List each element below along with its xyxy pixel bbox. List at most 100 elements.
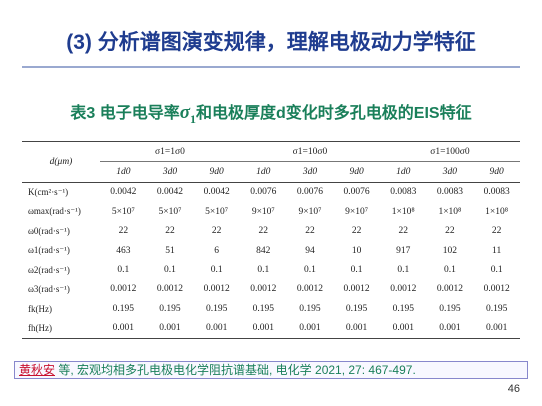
table-cell: 22: [491, 226, 502, 237]
page-number: 46: [507, 383, 520, 395]
caption-subscript: 1: [190, 111, 197, 126]
table-cell: 0.0042: [110, 187, 137, 198]
table-cell: 0.0083: [390, 187, 417, 198]
column-header: 9d0: [193, 161, 240, 183]
row-label: ω0(rad·s⁻¹): [28, 225, 70, 236]
table-cell: 0.0042: [156, 187, 184, 198]
table-cell: 1×10⁸: [438, 206, 462, 217]
table-cell: 0.001: [146, 318, 194, 339]
table-cell: 0.1: [490, 265, 503, 276]
table-cell: 0.1: [350, 265, 363, 276]
table-cell: 22: [351, 226, 362, 237]
table-cell: 917: [396, 245, 411, 256]
column-header: 3d0: [426, 161, 474, 183]
column-header: 9d0: [333, 161, 380, 183]
table-cell: 5×10⁷: [158, 206, 182, 217]
column-header: 3d0: [286, 161, 334, 183]
table-row: ωmax(rad·s⁻¹) 5×10⁷ 5×10⁷ 5×10⁷ 9×10⁷ 9×10⁷ 9×…: [22, 202, 520, 221]
table-cell: 0.001: [379, 318, 427, 339]
caption-suffix: 和电极厚度d变化时多孔电极的EIS特征: [196, 105, 472, 122]
table-cell: 0.0012: [436, 284, 463, 295]
table-cell: 22: [445, 226, 455, 237]
table-cell: 6: [214, 245, 220, 256]
caption-sigma: σ1: [179, 102, 197, 126]
table-cell: 0.001: [473, 318, 520, 339]
citation-authors[interactable]: 黄秋安: [19, 363, 56, 377]
row-label: ωmax(rad·s⁻¹): [28, 206, 81, 217]
table-cell: 0.195: [159, 303, 181, 314]
row-label: K(cm²·s⁻¹): [28, 186, 69, 197]
table-cell: 0.0076: [250, 187, 277, 198]
table-cell: 0.195: [392, 303, 414, 314]
column-header: 1d0: [100, 161, 147, 183]
table-cell: 22: [211, 226, 222, 237]
table-cell: 22: [258, 226, 269, 237]
table-cell: 1×10⁸: [485, 206, 509, 217]
table-cell: 0.0083: [436, 187, 463, 198]
table-cell: 0.0012: [110, 284, 137, 295]
table-cell: 22: [118, 226, 129, 237]
table-cell: 0.195: [252, 303, 274, 314]
table-cell: 0.0076: [343, 187, 370, 198]
table-cell: 0.1: [304, 265, 316, 276]
table-cell: 0.195: [485, 303, 508, 314]
eis-table-body: d(μm) σ1=1σ0 σ1=10σ0 σ1=100σ0 1d0 3d0 9d…: [22, 140, 520, 339]
row-label: ω2(rad·s⁻¹): [28, 264, 70, 275]
table-cell: 0.195: [345, 303, 368, 314]
table-cell: 10: [351, 245, 362, 256]
table-cell: 0.001: [286, 318, 334, 339]
table-cell: 0.1: [443, 265, 456, 276]
table-cell: 0.1: [210, 265, 223, 276]
column-header: 9d0: [473, 161, 520, 183]
group-header-3: σ1=100σ0: [379, 140, 520, 163]
table-row: ω1(rad·s⁻¹) 463 51 6 842 94 10 917 102 11: [22, 241, 520, 260]
table-cell: 5×10⁷: [205, 206, 229, 217]
table-row: ω2(rad·s⁻¹) 0.1 0.1 0.1 0.1 0.1 0.1 0.1 0.1 0.1: [22, 260, 520, 279]
table-cell: 0.195: [439, 303, 461, 314]
row-label: fh(Hz): [22, 318, 100, 339]
group-header-2: σ1=10σ0: [239, 140, 380, 163]
table-cell: 0.0012: [343, 284, 370, 295]
table-cell: 463: [116, 245, 131, 256]
table-cell: 0.1: [164, 265, 176, 276]
eis-table: d(μm) σ1=1σ0 σ1=10σ0 σ1=100σ0 1d0 3d0 9d…: [22, 140, 520, 339]
table-cell: 0.0012: [390, 284, 417, 295]
table-cell: 0.195: [112, 303, 135, 314]
row-label: fk(Hz): [28, 303, 52, 314]
table-row: fh(Hz) 0.001 0.001 0.001 0.001 0.001 0.001 0.00…: [22, 318, 520, 339]
table-caption: 表3 电子电导率σ1和电极厚度d变化时多孔电极的EIS特征: [0, 99, 542, 127]
table-row: ω3(rad·s⁻¹) 0.0012 0.0012 0.0012 0.0012 0.001…: [22, 280, 520, 299]
column-header: 1d0: [379, 161, 427, 183]
citation-reference[interactable]: 等, 宏观均相多孔电极电化学阻抗谱基础, 电化学 2021, 27: 467-4…: [55, 363, 416, 377]
table-row: fk(Hz) 0.195 0.195 0.195 0.195 0.195 0.195 0.19…: [22, 299, 520, 318]
caption-symbol: σ: [179, 102, 191, 123]
column-header-row: 1d0 3d0 9d0 1d0 3d0 9d0 1d0 3d0 9d0: [22, 161, 520, 183]
table-cell: 9×10⁷: [298, 206, 322, 217]
caption-prefix: 表3 电子电导率: [70, 105, 180, 122]
table-cell: 22: [305, 226, 315, 237]
table-cell: 9×10⁷: [345, 206, 369, 217]
table-cell: 0.0012: [296, 284, 324, 295]
table-cell: 0.001: [193, 318, 240, 339]
table-cell: 94: [305, 245, 315, 256]
column-header: 3d0: [146, 161, 194, 183]
citation-banner: 黄秋安 等, 宏观均相多孔电极电化学阻抗谱基础, 电化学 2021, 27: 4…: [14, 361, 528, 379]
table-cell: 842: [256, 245, 271, 256]
table-cell: 0.001: [426, 318, 474, 339]
title-divider: [22, 66, 520, 68]
table-cell: 0.001: [239, 318, 287, 339]
row-label-header: d(μm): [22, 141, 100, 183]
table-cell: 5×10⁷: [111, 206, 135, 217]
table-cell: 0.195: [299, 303, 321, 314]
table-cell: 1×10⁸: [391, 206, 415, 217]
table-cell: 22: [398, 226, 409, 237]
table-cell: 51: [165, 245, 175, 256]
table-cell: 0.195: [205, 303, 228, 314]
table-cell: 0.1: [257, 265, 270, 276]
table-cell: 0.0083: [483, 187, 510, 198]
table-cell: 0.001: [333, 318, 380, 339]
table-cell: 0.001: [100, 318, 147, 339]
table-cell: 0.0012: [483, 284, 510, 295]
table-cell: 0.0042: [203, 187, 230, 198]
group-header-1: σ1=1σ0: [100, 140, 240, 163]
